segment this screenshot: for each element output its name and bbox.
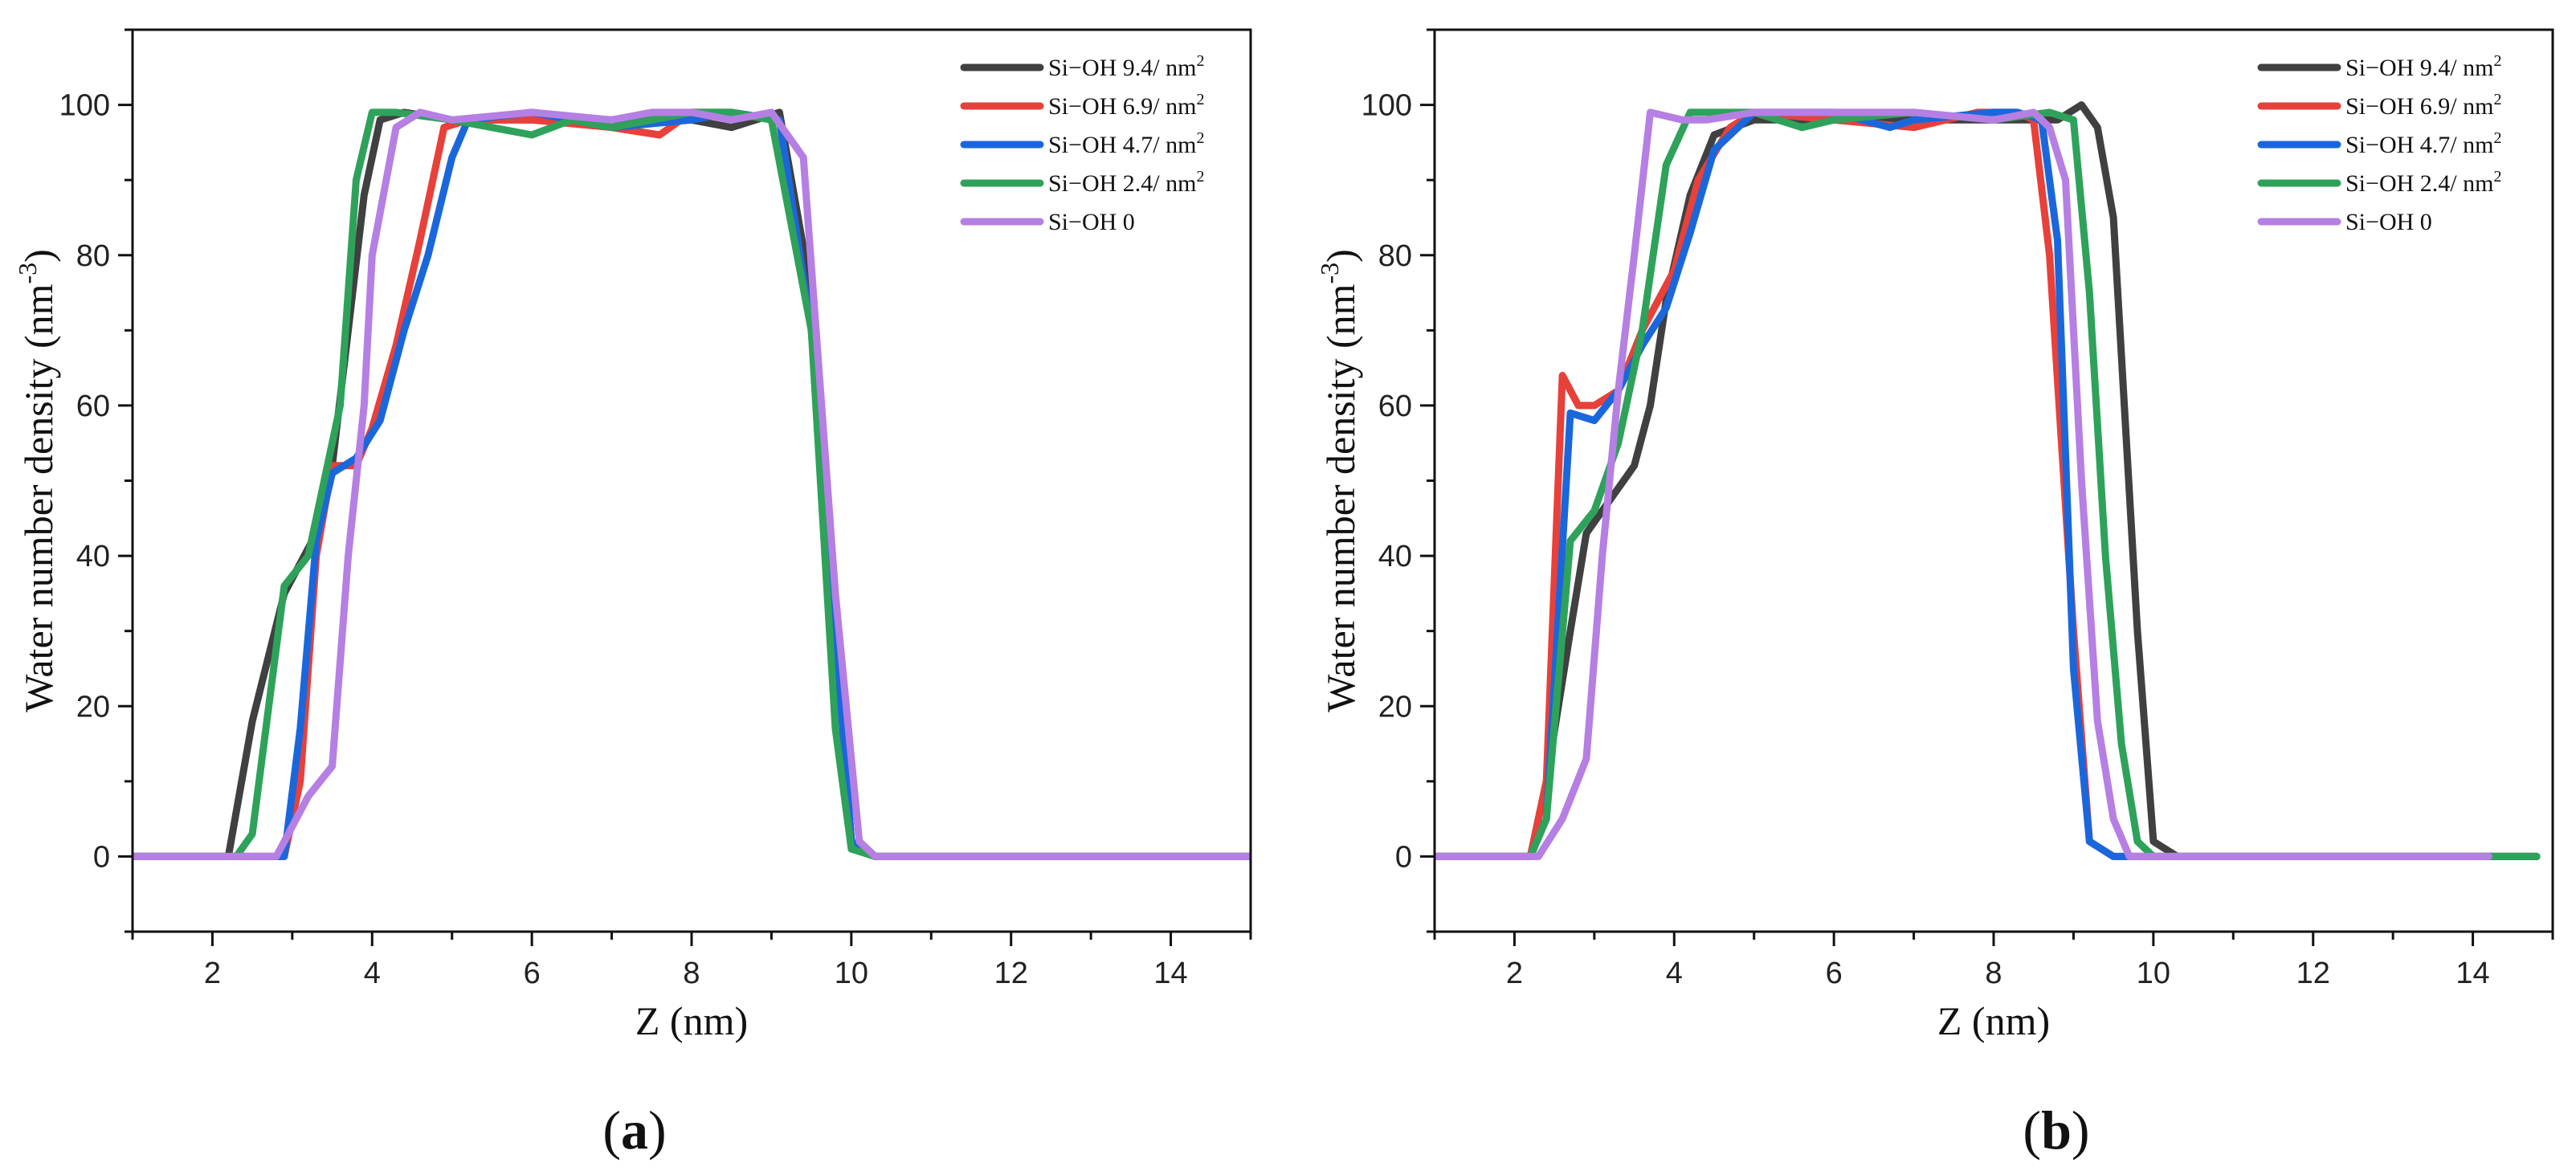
panel-label: (b) (2023, 1100, 2089, 1161)
x-axis-label: Z (nm) (635, 998, 748, 1043)
y-tick-label: 40 (1378, 540, 1412, 573)
y-tick-label: 0 (93, 840, 110, 874)
panel-label: (a) (602, 1100, 666, 1161)
series-line-4 (1435, 108, 2541, 860)
y-tick-label: 100 (59, 89, 110, 123)
legend-label-3: Si−OH 4.7/ nm2 (1048, 129, 1204, 158)
y-tick-label: 60 (76, 390, 110, 423)
legend-label-4: Si−OH 2.4/ nm2 (1048, 168, 1204, 197)
panel-b: 2 4 6 8 10 12 14 0 20 40 60 80 100 Z (nm) Water number… (1315, 28, 2554, 1161)
series-line-5 (133, 108, 1251, 860)
y-tick-label: 80 (1378, 239, 1412, 273)
y-tick-label: 60 (1378, 390, 1412, 423)
x-tick-label: 10 (2137, 957, 2170, 990)
legend-label-1: Si−OH 9.4/ nm2 (1048, 52, 1204, 81)
panel-a: 2 4 6 8 10 12 14 0 20 40 60 80 100 Z (nm) Water number… (13, 28, 1252, 1161)
x-tick-label: 12 (2296, 957, 2330, 990)
x-tick-label: 4 (1666, 957, 1683, 990)
x-tick-label: 2 (1506, 957, 1523, 990)
legend-label-1: Si−OH 9.4/ nm2 (2345, 52, 2501, 81)
y-tick-label: 80 (76, 239, 110, 273)
legend-label-2: Si−OH 6.9/ nm2 (2345, 91, 2501, 120)
legend-label-5: Si−OH 0 (1048, 209, 1135, 235)
x-tick-label: 14 (2456, 957, 2489, 990)
y-axis-label: Water number density (nm-3) (13, 249, 61, 712)
y-tick-label: 0 (1395, 840, 1412, 874)
series-group (1435, 101, 2541, 860)
x-tick-label: 2 (204, 957, 221, 990)
x-tick-label: 14 (1153, 957, 1187, 990)
legend: Si−OH 9.4/ nm2 Si−OH 6.9/ nm2 Si−OH 4.7/ n… (2257, 52, 2501, 235)
y-tick-label: 40 (76, 540, 110, 573)
legend-label-4: Si−OH 2.4/ nm2 (2345, 168, 2501, 197)
y-tick-label: 20 (76, 690, 110, 724)
y-tick-label: 100 (1361, 89, 1412, 123)
legend-label-2: Si−OH 6.9/ nm2 (1048, 91, 1204, 120)
x-axis-label: Z (nm) (1937, 998, 2050, 1043)
x-tick-label: 10 (835, 957, 868, 990)
series-line-4 (133, 108, 1251, 860)
legend-label-5: Si−OH 0 (2345, 209, 2432, 235)
x-tick-label: 6 (1826, 957, 1843, 990)
y-tick-label: 20 (1378, 690, 1412, 724)
series-line-5 (1435, 108, 2492, 860)
x-tick-label: 8 (683, 957, 700, 990)
legend: Si−OH 9.4/ nm2 Si−OH 6.9/ nm2 Si−OH 4.7/ n… (960, 52, 1204, 235)
x-tick-label: 6 (524, 957, 541, 990)
x-tick-label: 4 (364, 957, 381, 990)
series-group (133, 108, 1251, 860)
x-tick-label: 12 (994, 957, 1028, 990)
legend-label-3: Si−OH 4.7/ nm2 (2345, 129, 2501, 158)
y-axis-label: Water number density (nm-3) (1315, 249, 1363, 712)
x-tick-label: 8 (1985, 957, 2002, 990)
